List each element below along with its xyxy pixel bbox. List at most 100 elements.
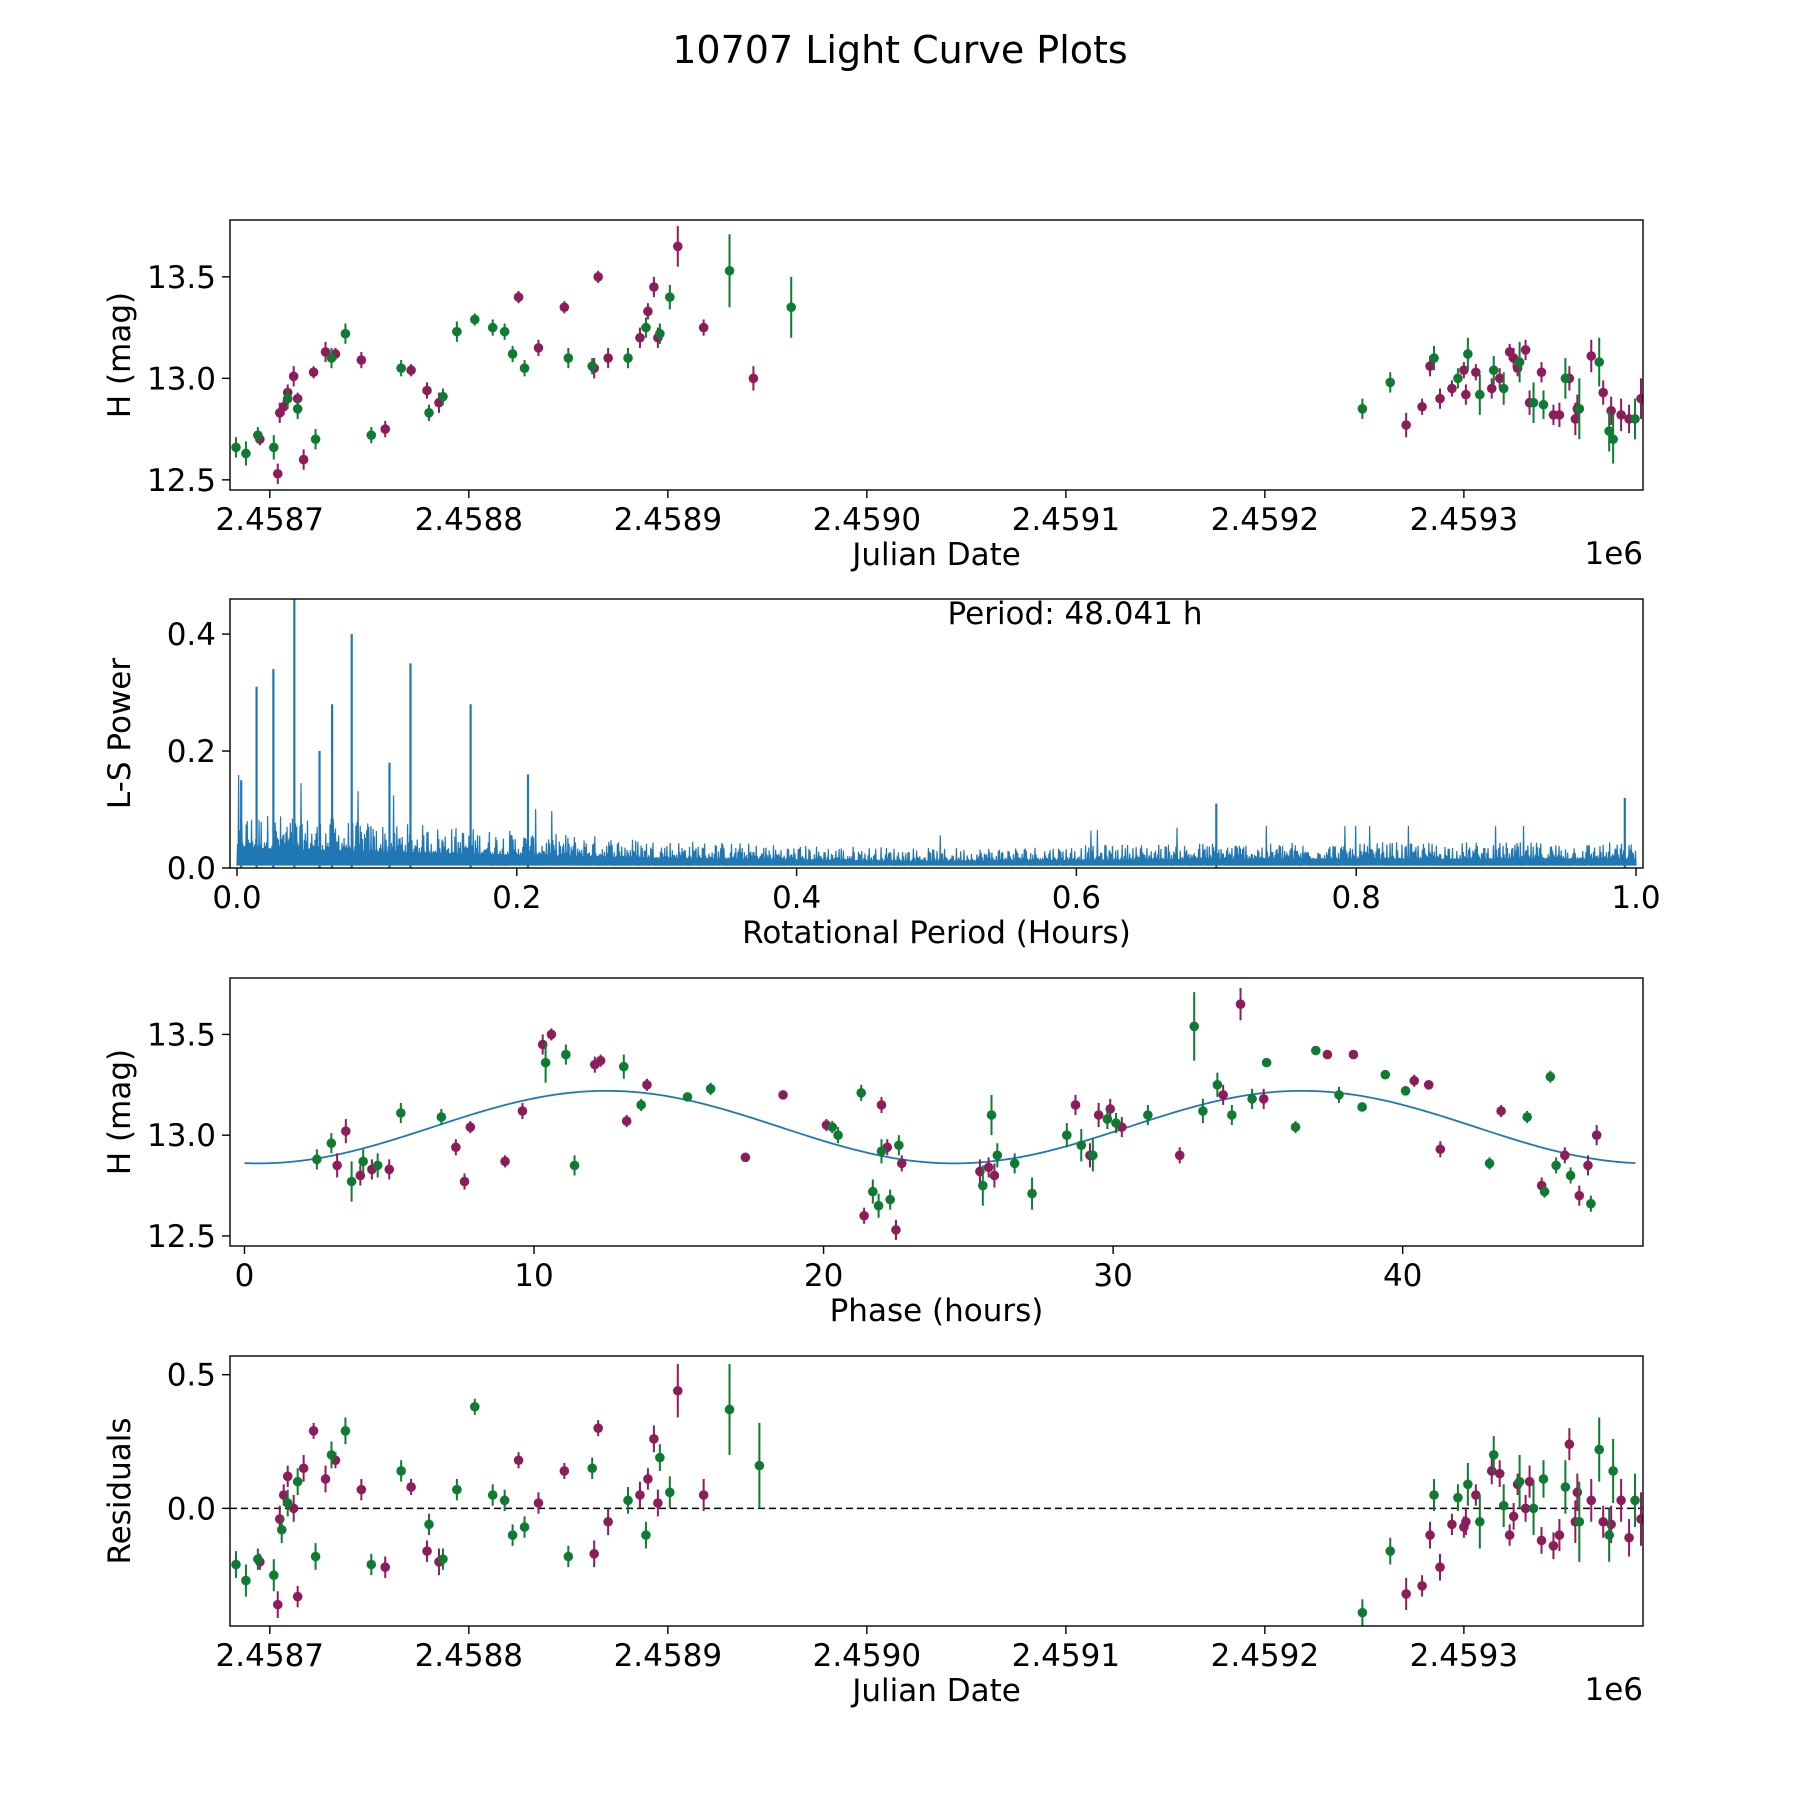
data-point	[665, 292, 675, 302]
data-point	[1586, 351, 1597, 361]
data-point	[1504, 1530, 1515, 1540]
data-point	[1400, 1086, 1411, 1096]
data-point	[540, 1057, 551, 1068]
data-point	[559, 1466, 570, 1476]
data-point	[1574, 1516, 1585, 1527]
data-point	[698, 322, 709, 333]
data-point	[1630, 1495, 1640, 1506]
data-point	[465, 1122, 476, 1132]
data-point	[635, 332, 645, 343]
data-point	[231, 1559, 241, 1570]
data-point	[1572, 1487, 1583, 1498]
data-point	[989, 1170, 1000, 1181]
data-point	[1102, 1114, 1113, 1124]
data-point	[1463, 349, 1473, 359]
x-offset-label: 1e6	[1584, 1672, 1643, 1708]
x-tick-label: 10	[514, 1258, 553, 1294]
data-point	[380, 424, 391, 434]
data-point	[436, 1112, 447, 1122]
data-point	[372, 1160, 383, 1171]
data-point	[1401, 420, 1411, 430]
y-tick-label: 13.0	[147, 1118, 216, 1154]
data-point	[1514, 1476, 1525, 1487]
data-point	[1027, 1188, 1037, 1199]
data-point	[873, 1200, 884, 1211]
x-axis-label: Julian Date	[850, 537, 1021, 573]
data-point	[593, 272, 603, 282]
x-tick-label: 40	[1383, 1258, 1422, 1294]
phased-panel: 0 10 20 30 40 12.5 13.0 13.5 Phase (hours) H (mag…	[102, 977, 1644, 1329]
data-point	[1548, 1541, 1559, 1551]
data-point	[827, 1122, 838, 1132]
data-point	[1565, 1170, 1576, 1181]
x-axis-label: Julian Date	[850, 1673, 1021, 1709]
data-point	[513, 1455, 524, 1466]
data-point	[424, 1519, 434, 1530]
data-point	[1604, 426, 1614, 436]
data-point	[274, 1514, 285, 1524]
data-point	[603, 1516, 613, 1527]
data-point	[1475, 389, 1485, 400]
data-point	[320, 347, 331, 357]
data-point	[1616, 1495, 1626, 1506]
data-point	[786, 302, 797, 313]
data-point	[1401, 1589, 1411, 1599]
data-point	[253, 430, 263, 440]
data-point	[1143, 1110, 1153, 1120]
data-point	[1636, 1514, 1643, 1524]
data-point	[1447, 1519, 1457, 1530]
x-tick-label: 2.4587	[216, 502, 324, 538]
data-point	[517, 1106, 528, 1116]
data-point	[1218, 1090, 1228, 1100]
data-point	[1538, 1474, 1549, 1484]
data-point	[1447, 383, 1457, 394]
x-tick-label: 30	[1093, 1258, 1132, 1294]
data-point	[1417, 1581, 1427, 1591]
data-point	[894, 1140, 904, 1151]
data-point	[1212, 1079, 1223, 1090]
data-point	[298, 1463, 309, 1474]
data-point	[241, 1575, 251, 1586]
x-tick-label: 2.4589	[614, 1638, 722, 1674]
data-point	[366, 430, 377, 440]
data-point	[724, 265, 735, 276]
y-tick-label: 0.0	[167, 851, 216, 887]
data-point	[724, 1404, 735, 1415]
data-point	[396, 1466, 406, 1476]
data-point	[682, 1092, 693, 1102]
data-point	[1514, 357, 1525, 367]
residuals-plot-area	[230, 1364, 1643, 1626]
data-point	[310, 434, 321, 445]
data-point	[1463, 1479, 1473, 1490]
x-tick-label: 2.4591	[1012, 502, 1120, 538]
data-point	[986, 1110, 997, 1120]
data-point	[665, 1487, 675, 1498]
x-tick-label: 1.0	[1611, 880, 1660, 916]
data-point	[507, 349, 518, 359]
data-point	[312, 1154, 322, 1165]
data-point	[1574, 403, 1585, 414]
data-point	[698, 1490, 709, 1500]
data-point	[1551, 1160, 1561, 1171]
periodogram-panel: Period: 48.041 h 0.0 0.2 0.4 0.6 0.8 1.0 0.0 0.2…	[102, 596, 1661, 951]
data-point	[623, 1495, 633, 1506]
y-tick-label: 12.5	[147, 463, 216, 499]
data-point	[282, 393, 293, 404]
data-point	[1488, 365, 1499, 376]
data-point	[422, 385, 432, 396]
data-point	[1522, 1112, 1532, 1122]
data-point	[332, 1160, 342, 1171]
data-point	[326, 353, 337, 363]
data-point	[487, 322, 498, 333]
y-tick-label: 0.4	[167, 617, 216, 653]
data-point	[748, 373, 759, 384]
data-point	[896, 1158, 907, 1169]
fit-curve	[244, 1089, 1636, 1165]
data-point	[876, 1100, 887, 1110]
x-tick-label: 2.4593	[1410, 502, 1518, 538]
data-point	[1334, 1090, 1344, 1100]
data-point	[1604, 1530, 1614, 1540]
x-tick-label: 2.4587	[216, 1638, 324, 1674]
periodogram-line	[236, 774, 1637, 866]
